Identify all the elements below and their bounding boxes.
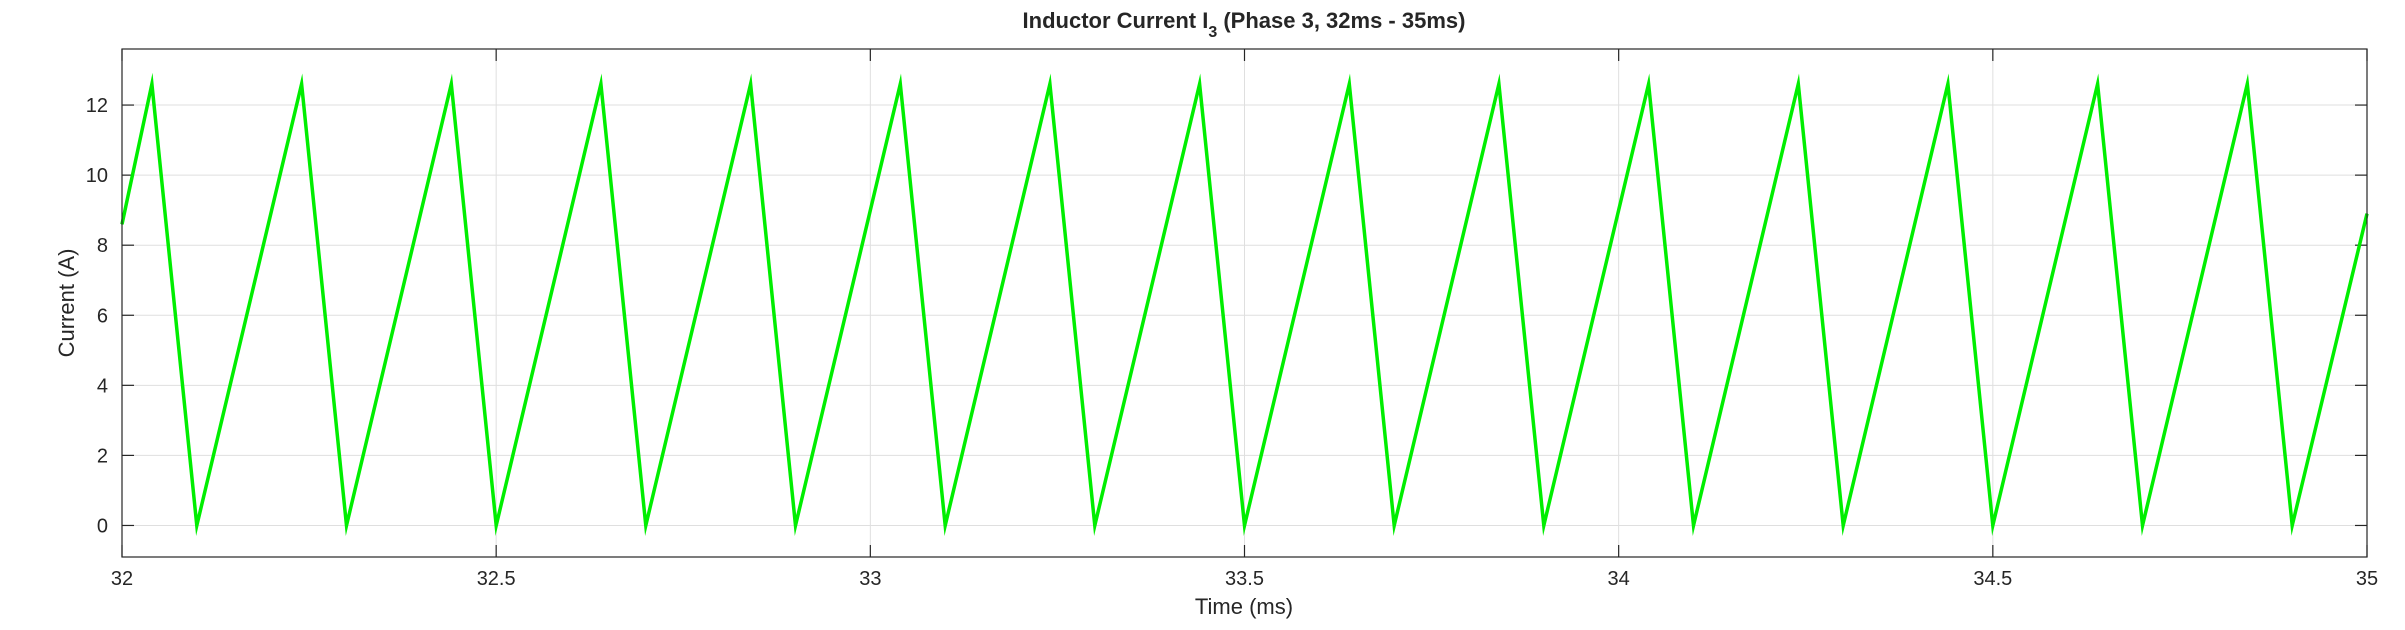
data-point — [1543, 524, 1545, 527]
y-tick-label: 8 — [97, 235, 108, 257]
data-point — [1692, 524, 1695, 527]
data-point — [944, 524, 946, 527]
data-point — [450, 83, 453, 85]
y-tick-label: 4 — [97, 375, 108, 397]
data-point — [1842, 524, 1844, 527]
x-tick-label: 33 — [859, 568, 881, 590]
x-tick-label: 34.5 — [1973, 568, 2012, 590]
data-point — [1198, 83, 1201, 85]
data-point — [600, 83, 602, 85]
x-tick-label: 32 — [111, 568, 133, 590]
x-tick-label: 32.5 — [477, 568, 516, 590]
data-point — [196, 524, 198, 527]
x-tick-label: 33.5 — [1225, 568, 1264, 590]
tick-labels: 32 32.5 33 33.5 34 34.5 35 0 2 4 6 8 10 12 — [86, 95, 2378, 590]
data-point — [1797, 83, 1800, 85]
data-point — [749, 83, 752, 85]
chart-title-suffix: (Phase 3, 32ms - 35ms) — [1217, 8, 1465, 33]
data-point — [645, 524, 647, 527]
y-tick-label: 10 — [86, 165, 108, 187]
chart-title-main: Inductor Current I — [1023, 8, 1209, 33]
x-tick-label: 35 — [2356, 568, 2378, 590]
data-point — [345, 524, 348, 527]
data-point — [1647, 83, 1650, 85]
data-point — [2246, 83, 2249, 85]
data-point — [1992, 524, 1994, 527]
y-axis-label: Current (A) — [54, 249, 79, 358]
data-point — [2141, 524, 2144, 527]
chart-title: Inductor Current I3 (Phase 3, 32ms - 35m… — [1023, 8, 1466, 41]
data-point — [1094, 524, 1096, 527]
data-point — [1393, 524, 1395, 527]
x-tick-label: 34 — [1608, 568, 1630, 590]
data-point — [1243, 524, 1246, 527]
data-point — [899, 83, 902, 85]
data-point — [794, 524, 797, 527]
plot-area-frame — [121, 48, 2368, 558]
data-point — [2096, 83, 2099, 85]
chart-title-subscript: 3 — [1208, 24, 1217, 41]
data-point — [2291, 524, 2293, 527]
data-point — [1498, 83, 1500, 85]
y-tick-label: 2 — [97, 445, 108, 467]
y-tick-label: 12 — [86, 95, 108, 117]
y-tick-label: 0 — [97, 515, 108, 537]
data-point — [495, 524, 498, 527]
data-point — [1947, 83, 1949, 85]
x-axis-label: Time (ms) — [1195, 594, 1293, 619]
data-point — [1348, 83, 1351, 85]
y-tick-label: 6 — [97, 305, 108, 327]
data-point — [1049, 83, 1051, 85]
series-line-1 — [120, 72, 2369, 536]
data-point — [300, 83, 303, 85]
data-point — [151, 83, 153, 85]
